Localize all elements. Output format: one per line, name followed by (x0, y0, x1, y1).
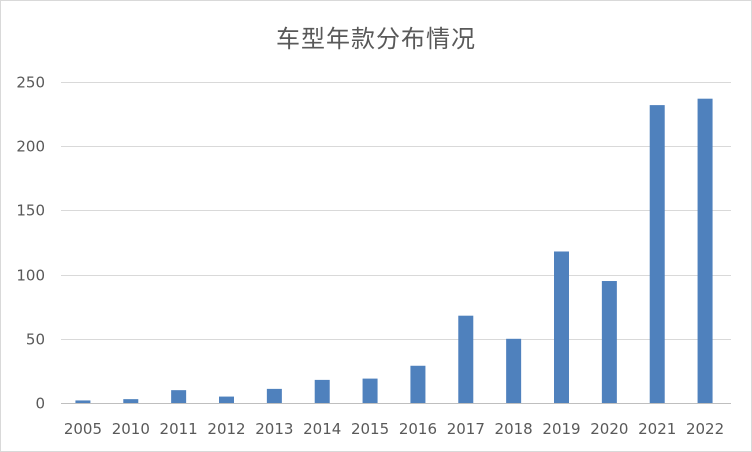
bar (410, 365, 426, 403)
bar (458, 315, 474, 403)
bar (123, 399, 139, 403)
bar (219, 396, 234, 403)
x-tick-label: 2005 (64, 420, 102, 438)
x-tick-label: 2017 (447, 420, 485, 438)
y-tick-label: 250 (16, 74, 45, 92)
bar (75, 400, 91, 403)
x-tick-label: 2022 (686, 420, 724, 438)
x-tick-label: 2016 (399, 420, 437, 438)
bar (554, 251, 569, 403)
y-tick-label: 200 (16, 138, 45, 156)
x-tick-label: 2020 (590, 420, 628, 438)
y-tick-label: 0 (35, 395, 45, 413)
y-tick-label: 100 (16, 267, 45, 285)
bar (266, 388, 282, 403)
bar (362, 378, 378, 403)
x-tick-label: 2021 (638, 420, 676, 438)
x-tick-label: 2011 (160, 420, 198, 438)
x-tick-label: 2012 (207, 420, 245, 438)
x-tick-label: 2010 (112, 420, 150, 438)
y-tick-label: 150 (16, 202, 45, 220)
bar (506, 338, 522, 403)
bar (649, 105, 665, 403)
y-tick-label: 50 (26, 331, 45, 349)
bar (601, 281, 617, 403)
bar (314, 379, 330, 403)
x-tick-label: 2015 (351, 420, 389, 438)
chart-title: 车型年款分布情况 (276, 25, 476, 53)
bar (697, 98, 713, 403)
x-tick-label: 2019 (542, 420, 580, 438)
x-tick-label: 2014 (303, 420, 341, 438)
x-tick-label: 2018 (495, 420, 533, 438)
x-tick-label: 2013 (255, 420, 293, 438)
bar (171, 390, 187, 403)
